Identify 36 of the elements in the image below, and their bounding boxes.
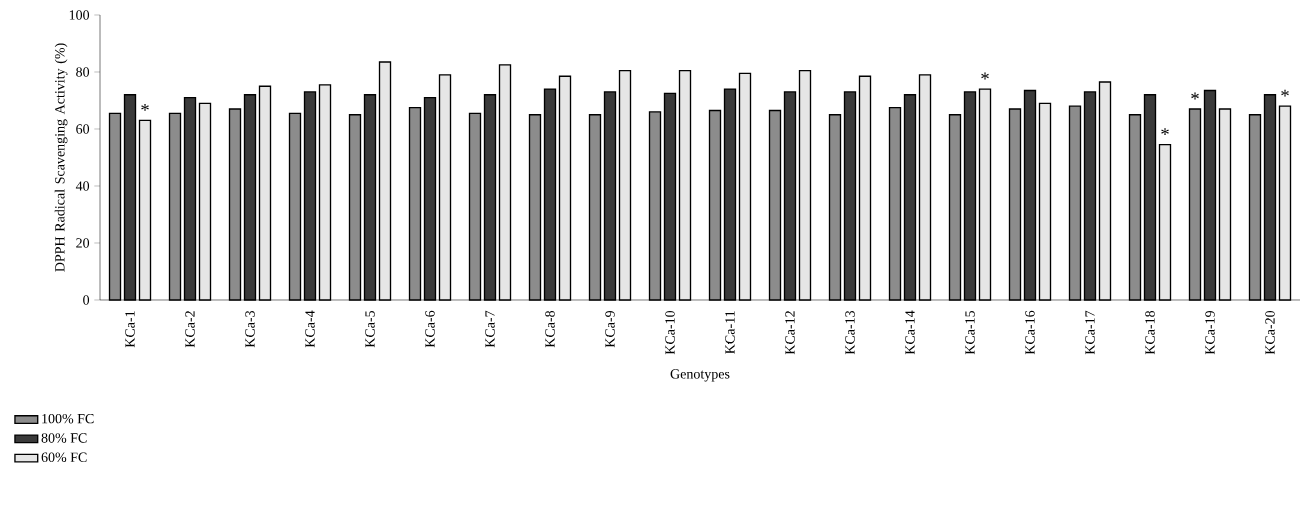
x-tick-label: KCa-11 [725,311,735,354]
x-tick-label: KCa-20 [1265,310,1275,355]
x-tick-label: KCa-12 [785,311,795,355]
x-tick-label: KCa-6 [425,310,435,348]
x-tick-label: KCa-15 [965,310,975,355]
x-tick-label: KCa-16 [1025,310,1035,355]
annotation: * [1281,89,1289,97]
legend-label: 100% FC [42,413,94,424]
x-tick-label: KCa-8 [545,310,555,348]
x-axis-title: Genotypes [670,369,730,382]
x-tick-label: KCa-2 [185,311,195,348]
annotation: * [981,72,989,80]
y-tick-label: 100 [69,10,90,20]
annotation: * [1161,128,1169,136]
x-tick-label: KCa-14 [905,310,915,355]
x-tick-label: KCa-19 [1205,310,1215,355]
x-tick-label: KCa-7 [485,310,495,348]
y-tick-label: 0 [83,295,90,305]
y-tick-label: 60 [76,124,90,134]
x-tick-label: KCa-17 [1085,310,1095,355]
annotation: * [1191,92,1199,100]
legend-label: 80% FC [41,433,87,443]
x-tick-label: KCa-3 [245,310,255,348]
y-tick-label: 20 [76,238,90,248]
annotation: * [141,103,149,111]
y-tick-label: 80 [76,67,90,77]
x-tick-label: KCa-4 [305,310,315,348]
y-axis-title: DPPH Radical Scavenging Activity (%) [54,43,68,272]
x-tick-label: KCa-10 [665,310,675,355]
x-tick-label: KCa-13 [845,310,855,355]
x-tick-label: KCa-5 [365,310,375,348]
legend-label: 60% FC [41,452,87,463]
x-tick-label: KCa-18 [1145,310,1155,355]
x-tick-label: KCa-1 [125,311,135,348]
y-tick-label: 40 [75,181,90,191]
x-tick-label: KCa-9 [605,310,615,348]
